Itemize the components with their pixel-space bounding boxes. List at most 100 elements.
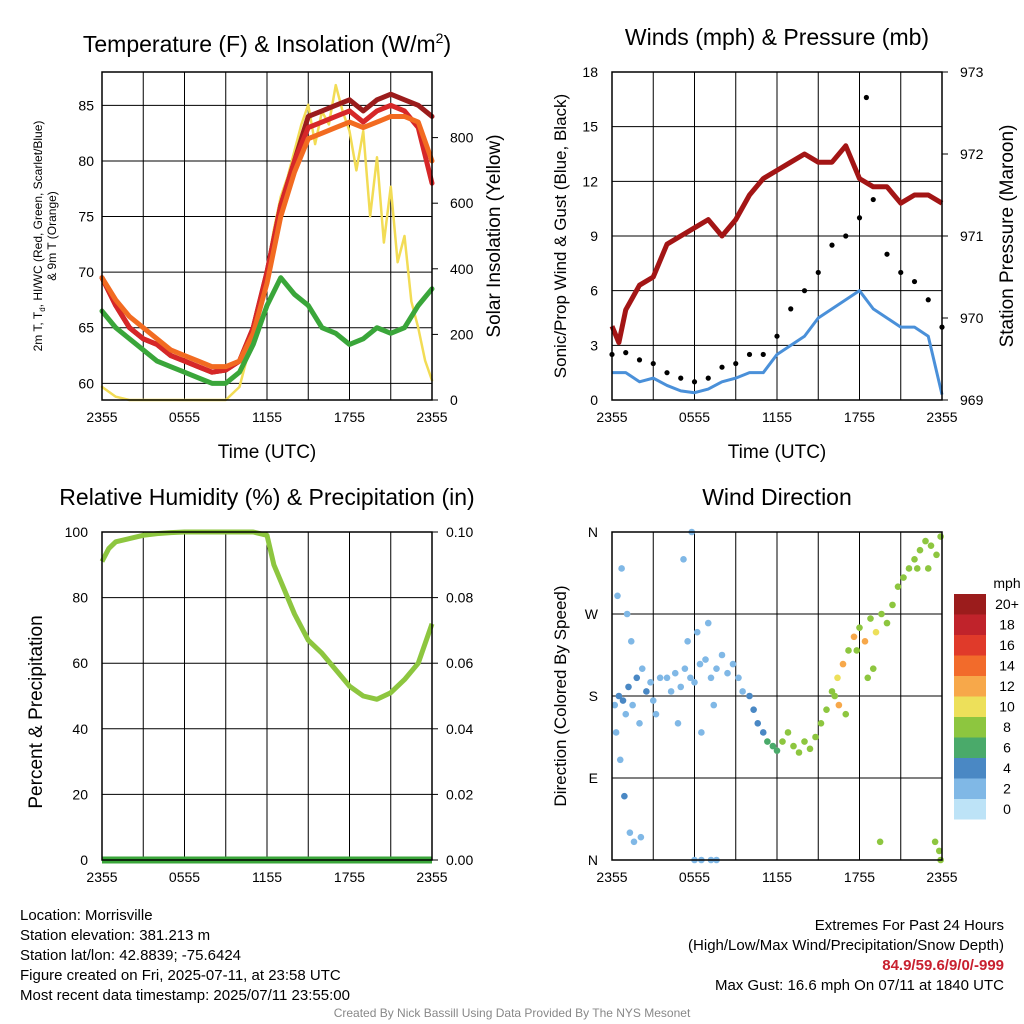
timestamp-line: Most recent data timestamp: 2025/07/11 2…	[20, 987, 350, 1004]
y2-tick-label: 0.00	[446, 852, 473, 868]
chart-title: Temperature (F) & Insolation (W/m2)	[83, 30, 451, 57]
wind-chart: 2355 0555 1155 1755 235503691215189699709719…	[551, 24, 1018, 463]
y-axis-label-line2: & 9m T (Orange)	[45, 191, 59, 281]
direction-point	[801, 738, 808, 745]
y-tick-label: 0	[80, 852, 88, 868]
legend-swatch	[954, 655, 986, 676]
direction-point	[853, 647, 861, 654]
direction-point	[784, 729, 792, 736]
x-tick-label: 2355	[86, 869, 117, 885]
x-tick-label: 2355	[926, 409, 957, 425]
direction-point	[754, 720, 762, 727]
y-tick-label: 12	[582, 173, 598, 189]
y2-tick-label: 0.10	[446, 524, 473, 540]
direction-point	[894, 583, 902, 590]
gust-point	[691, 379, 698, 385]
direction-point	[905, 565, 913, 572]
x-tick-label: 2355	[596, 869, 627, 885]
y-tick-label: S	[589, 688, 598, 704]
legend-swatch	[954, 676, 986, 697]
x-tick-label: 2355	[416, 869, 447, 885]
legend-label: 14	[999, 658, 1015, 674]
direction-point	[702, 656, 709, 663]
direction-point	[735, 674, 742, 682]
direction-point	[616, 756, 624, 764]
gust-point	[705, 375, 711, 381]
legend-unit: mph	[993, 575, 1020, 591]
direction-point	[900, 574, 907, 581]
direction-point	[933, 551, 940, 559]
direction-point	[935, 847, 943, 855]
gust-point	[719, 364, 725, 370]
gust-point	[911, 278, 918, 285]
gust-point	[815, 269, 821, 276]
direction-point	[638, 665, 646, 672]
direction-point	[759, 729, 767, 736]
gust-point	[678, 375, 684, 381]
direction-point	[633, 674, 641, 682]
direction-point	[831, 692, 839, 700]
direction-point	[710, 701, 718, 709]
y-tick-label: 60	[72, 655, 88, 671]
x-tick-label: 0555	[679, 869, 710, 885]
x-tick-label: 1755	[844, 409, 875, 425]
speed-legend: mph 20+ 18 16 14 12 10 8 6 4 2 0	[954, 575, 1021, 820]
gust-point	[884, 251, 890, 257]
y-tick-label: N	[588, 524, 598, 540]
y-tick-label: 40	[72, 721, 88, 737]
direction-point	[643, 688, 650, 695]
legend-swatch	[954, 635, 986, 656]
direction-point	[704, 619, 712, 627]
y2-tick-label: 800	[450, 130, 474, 146]
x-tick-label: 0555	[169, 869, 200, 885]
direction-point	[663, 674, 671, 682]
direction-point	[681, 665, 689, 672]
direction-point	[913, 565, 921, 572]
legend-label: 12	[999, 678, 1015, 694]
y-tick-label: 80	[78, 153, 94, 169]
direction-point	[916, 546, 924, 554]
y2-tick-label: 400	[450, 261, 474, 277]
gust-point	[870, 196, 876, 203]
temperature-chart: 2355 0555 1155 1755 2355 60 65 70 75 80 85 0 200 400 6…	[31, 30, 505, 463]
x-tick-label: 2355	[86, 409, 117, 425]
legend-label: 2	[1003, 781, 1011, 797]
direction-point	[649, 697, 657, 704]
x-tick-label: 1755	[334, 409, 365, 425]
direction-point	[693, 628, 701, 636]
y2-axis-label: Solar Insolation (Yellow)	[484, 134, 505, 337]
direction-point	[876, 838, 884, 846]
y2-tick-label: 972	[960, 146, 984, 162]
y2-tick-label: 0.08	[446, 590, 473, 606]
direction-point	[861, 638, 869, 645]
x-tick-label: 1155	[762, 869, 792, 885]
series-pressure	[609, 143, 944, 346]
direction-point	[764, 738, 771, 745]
direction-point	[817, 720, 825, 727]
direction-point	[614, 592, 621, 600]
legend-swatch	[954, 614, 986, 635]
direction-point	[839, 660, 847, 668]
direction-point	[629, 701, 636, 709]
direction-point	[647, 679, 654, 686]
credit-line: Created By Nick Bassill Using Data Provi…	[333, 1006, 691, 1020]
x-tick-label: 1155	[252, 869, 282, 885]
direction-point	[750, 706, 757, 713]
direction-point	[856, 624, 863, 631]
direction-point	[812, 733, 819, 741]
gust-point	[636, 357, 643, 363]
plot-frame	[101, 531, 433, 861]
y-tick-label: 9	[590, 228, 598, 244]
direction-point	[729, 660, 737, 668]
location-line: Location: Morrisville	[20, 907, 153, 924]
legend-label: 8	[1003, 719, 1011, 735]
x-tick-label: 0555	[679, 409, 710, 425]
gust-point	[664, 370, 670, 376]
direction-point	[707, 674, 715, 682]
gust-point	[733, 360, 739, 367]
direction-point	[696, 660, 704, 668]
x-tick-label: 1755	[334, 869, 365, 885]
gust-point	[746, 351, 753, 358]
legend-swatch	[954, 696, 986, 717]
extremes-heading: Extremes For Past 24 Hours	[814, 917, 1004, 934]
